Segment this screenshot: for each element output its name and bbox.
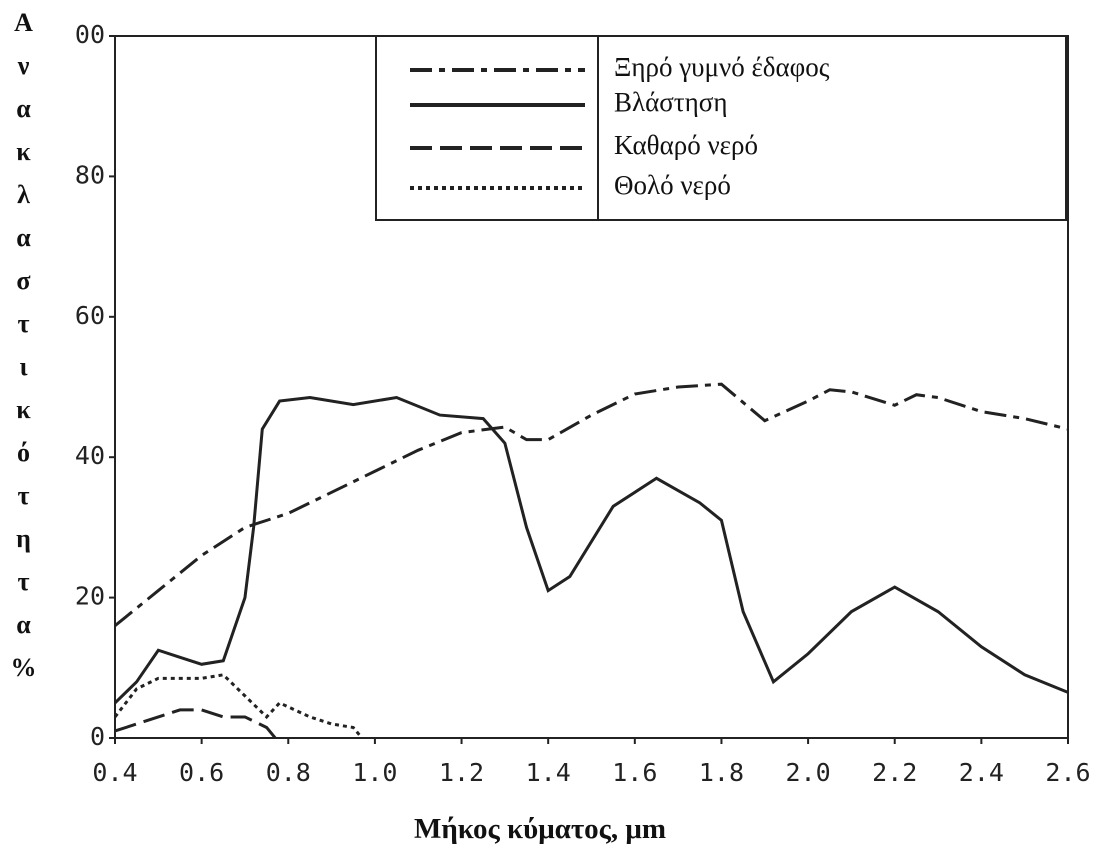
- x-tick-label: 0.4: [92, 758, 137, 787]
- legend-label: Ξηρό γυμνό έδαφος: [614, 52, 830, 82]
- x-tick-label: 2.2: [872, 758, 917, 787]
- y-tick-label: 20: [75, 582, 105, 611]
- legend-label: Θολό νερό: [614, 170, 731, 200]
- legend-label: Βλάστηση: [614, 87, 727, 117]
- series-line: [114, 382, 1069, 627]
- x-tick-label: 0.6: [179, 758, 224, 787]
- x-axis-label: Μήκος κύματος, μm: [414, 813, 666, 845]
- y-tick-label: 0: [90, 722, 105, 751]
- x-tick-label: 1.4: [526, 758, 571, 787]
- x-tick-label: 2.4: [959, 758, 1004, 787]
- y-tick-label: 80: [75, 160, 105, 189]
- y-axis-label: Ανακλαστικότητα%: [9, 8, 38, 696]
- y-tick-label: 00: [75, 20, 105, 49]
- x-tick-label: 1.8: [699, 758, 744, 787]
- legend-label: Καθαρό νερό: [614, 130, 758, 160]
- y-tick-label: 60: [75, 301, 105, 330]
- x-tick-label: 2.0: [786, 758, 831, 787]
- x-tick-label: 1.2: [439, 758, 484, 787]
- x-tick-label: 1.0: [352, 758, 397, 787]
- series-line: [113, 395, 1069, 704]
- series-line: [113, 673, 364, 739]
- x-tick-label: 2.6: [1045, 758, 1090, 787]
- y-tick-label: 40: [75, 441, 105, 470]
- x-tick-label: 0.8: [266, 758, 311, 787]
- x-tick-label: 1.6: [612, 758, 657, 787]
- series-line: [114, 708, 277, 739]
